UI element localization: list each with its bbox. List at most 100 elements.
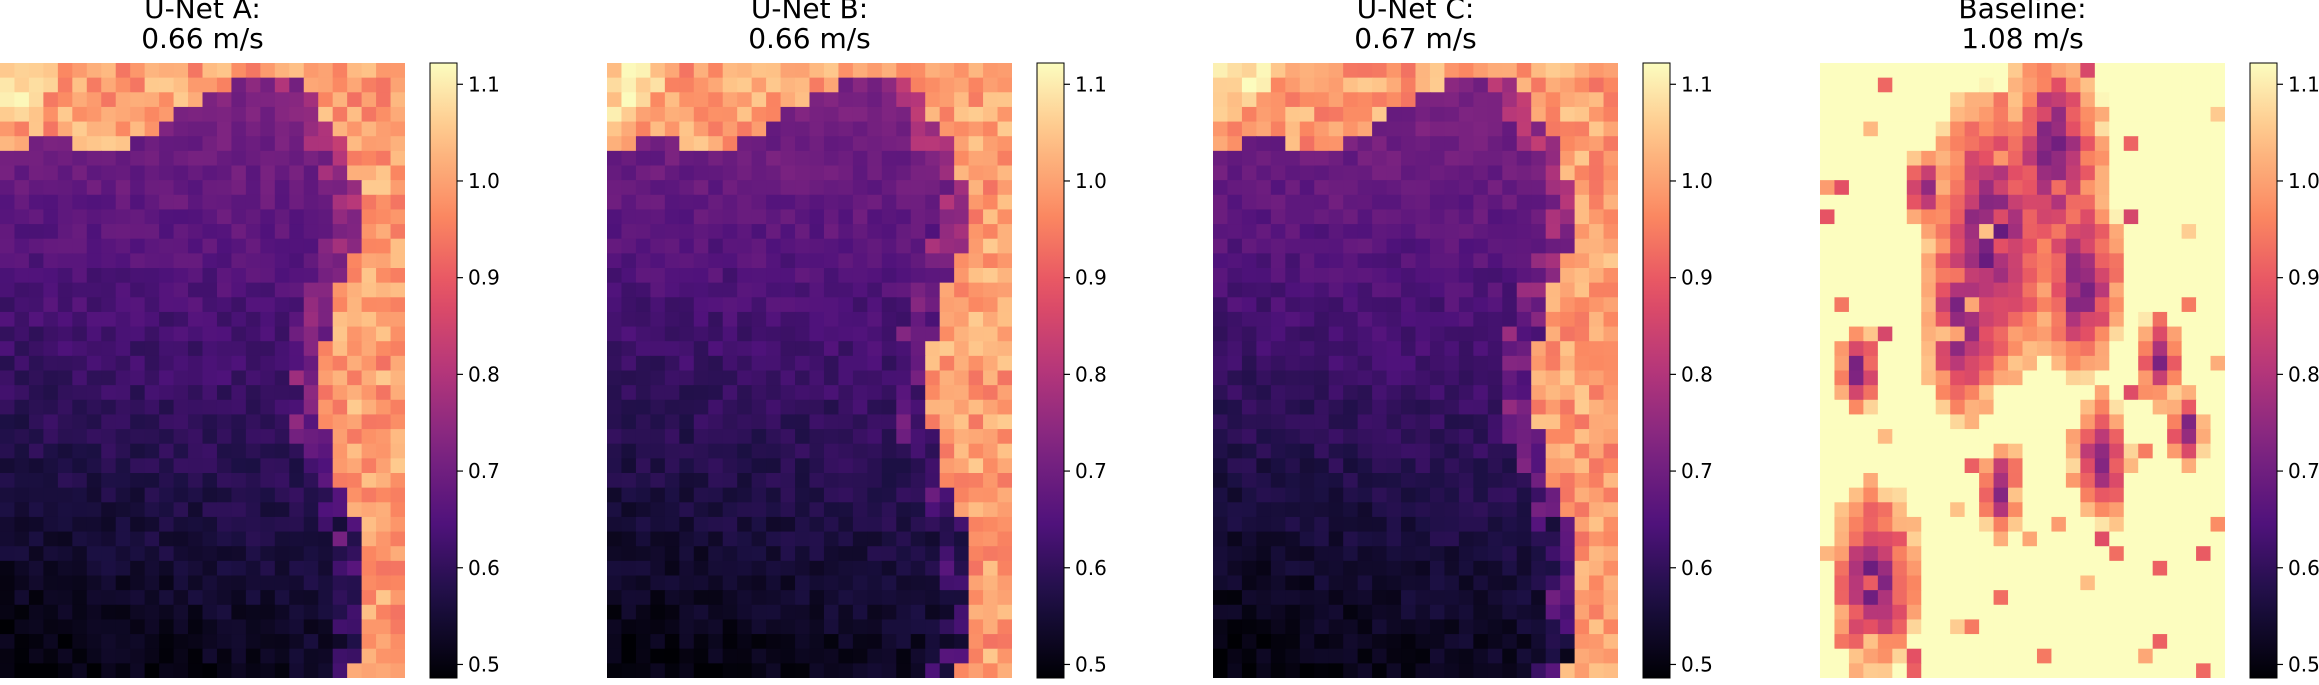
heatmap-cell: [231, 297, 247, 313]
heatmap-cell: [1863, 268, 1879, 284]
heatmap-cell: [1516, 326, 1532, 342]
heatmap-cell: [737, 560, 753, 577]
heatmap-cell: [722, 238, 738, 254]
heatmap-cell: [1574, 253, 1590, 269]
heatmap-cell: [245, 473, 261, 489]
heatmap-cell: [1848, 180, 1864, 196]
heatmap-cell: [1921, 224, 1937, 240]
heatmap-cell: [72, 106, 88, 123]
heatmap-cell: [1589, 531, 1605, 547]
heatmap-cell: [1906, 473, 1922, 489]
heatmap-cell: [43, 414, 59, 430]
heatmap-cell: [881, 385, 897, 401]
heatmap-cell: [2036, 487, 2053, 503]
heatmap-cell: [925, 253, 941, 269]
heatmap-cell: [144, 165, 160, 181]
heatmap-cell: [1502, 165, 1518, 181]
heatmap-cell: [954, 429, 970, 445]
heatmap-cell: [1834, 619, 1850, 635]
heatmap-cell: [1531, 77, 1547, 93]
heatmap-cell: [1386, 546, 1402, 562]
heatmap-cell: [361, 502, 377, 518]
heatmap-cell: [2094, 311, 2110, 328]
heatmap-cell: [2210, 106, 2225, 123]
heatmap-cell: [1560, 458, 1576, 474]
heatmap-cell: [1429, 224, 1446, 240]
heatmap-cell: [1834, 311, 1850, 328]
heatmap-cell: [1877, 238, 1893, 254]
heatmap-cell: [838, 502, 854, 518]
heatmap-cell: [708, 619, 724, 635]
heatmap-cell: [1921, 311, 1937, 328]
heatmap-cell: [130, 253, 146, 269]
heatmap-cell: [983, 194, 999, 211]
heatmap-cell: [86, 516, 102, 533]
heatmap-cell: [28, 326, 44, 342]
heatmap-cell: [867, 282, 883, 298]
heatmap-cell: [1270, 414, 1286, 430]
heatmap-cell: [2080, 487, 2096, 503]
heatmap-cell: [896, 92, 912, 108]
heatmap-cell: [635, 180, 651, 196]
heatmap-cell: [2181, 619, 2197, 635]
heatmap-cell: [1892, 63, 1908, 79]
heatmap-cell: [1473, 531, 1489, 547]
heatmap-cell: [2196, 604, 2212, 621]
heatmap-cell: [376, 106, 392, 123]
heatmap-cell: [1502, 531, 1518, 547]
heatmap-cell: [2123, 604, 2139, 621]
heatmap-cell: [650, 355, 666, 372]
heatmap-cell: [2008, 399, 2024, 416]
heatmap-cell: [159, 268, 175, 284]
heatmap-cell: [1227, 180, 1243, 196]
heatmap-cell: [1429, 326, 1446, 342]
heatmap-cell: [896, 136, 912, 152]
heatmap-cell: [939, 414, 955, 430]
heatmap-cell: [679, 531, 695, 547]
heatmap-cell: [72, 355, 88, 372]
heatmap-cell: [968, 502, 984, 518]
heatmap-cell: [130, 502, 146, 518]
heatmap-cell: [57, 634, 73, 650]
heatmap-cell: [1892, 473, 1908, 489]
heatmap-cell: [983, 121, 999, 137]
heatmap-cell: [896, 180, 912, 196]
heatmap-cell: [1545, 531, 1561, 547]
chart-title-line1: Baseline:: [1958, 0, 2087, 25]
heatmap-cell: [679, 648, 695, 664]
heatmap-cell: [1531, 326, 1547, 342]
heatmap-cell: [1487, 414, 1503, 430]
heatmap-cell: [1502, 487, 1518, 503]
heatmap-cell: [910, 648, 926, 664]
heatmap-cell: [1299, 634, 1315, 650]
heatmap-cell: [939, 648, 955, 664]
heatmap-cell: [2109, 487, 2125, 503]
heatmap-cell: [1357, 663, 1373, 678]
heatmap-cell: [1270, 663, 1286, 678]
heatmap-cell: [347, 458, 363, 474]
heatmap-cell: [650, 385, 666, 401]
heatmap-cell: [1299, 165, 1315, 181]
heatmap-cell: [2094, 180, 2110, 196]
heatmap-cell: [202, 516, 218, 533]
heatmap-cell: [809, 546, 825, 562]
heatmap-cell: [823, 238, 840, 254]
heatmap-cell: [635, 458, 651, 474]
heatmap-cell: [968, 224, 984, 240]
heatmap-cell: [1502, 502, 1518, 518]
heatmap-cell: [925, 165, 941, 181]
heatmap-cell: [2196, 502, 2212, 518]
heatmap-cell: [2123, 575, 2139, 591]
heatmap-cell: [1964, 648, 1980, 664]
heatmap-cell: [607, 136, 623, 152]
heatmap-cell: [751, 663, 767, 678]
heatmap-cell: [751, 575, 767, 591]
heatmap-cell: [1343, 414, 1359, 430]
heatmap-cell: [1935, 575, 1951, 591]
heatmap-cell: [390, 385, 405, 401]
heatmap-cell: [2094, 414, 2110, 430]
heatmap-cell: [635, 531, 651, 547]
heatmap-cell: [867, 121, 883, 137]
heatmap-cell: [188, 209, 204, 225]
heatmap-cell: [809, 604, 825, 621]
